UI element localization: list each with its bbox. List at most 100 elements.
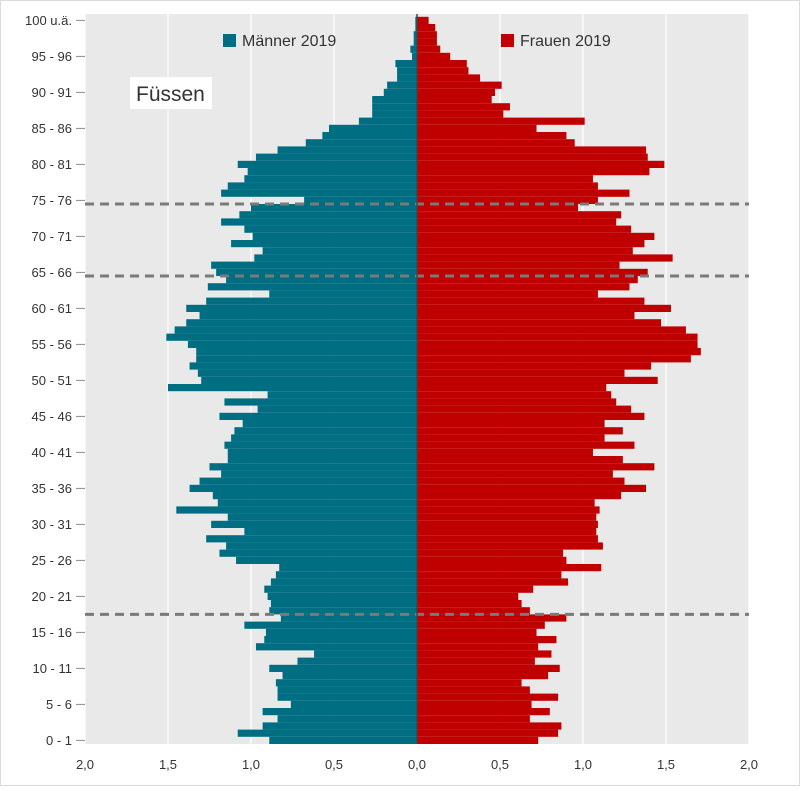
bar-men	[397, 74, 417, 82]
bar-men	[265, 628, 417, 636]
bar-women	[417, 578, 569, 586]
y-tick-label: 25 - 26	[32, 553, 72, 568]
bar-women	[417, 124, 537, 132]
bar-men	[257, 405, 417, 413]
bar-women	[417, 520, 598, 528]
bar-men	[275, 571, 417, 579]
bar-men	[224, 398, 417, 406]
bar-men	[358, 117, 417, 125]
bar-men	[186, 304, 417, 312]
bar-women	[417, 470, 613, 478]
bar-women	[417, 585, 534, 593]
bar-men	[221, 189, 417, 197]
legend-item-women: Frauen 2019	[501, 33, 611, 50]
bar-men	[269, 736, 417, 744]
bar-men	[270, 578, 417, 586]
bar-women	[417, 736, 539, 744]
bar-men	[290, 700, 417, 708]
bar-women	[417, 153, 648, 161]
bar-men	[270, 600, 417, 608]
bar-women	[417, 218, 617, 226]
bar-women	[417, 304, 671, 312]
legend-label-women: Frauen 2019	[520, 33, 611, 50]
bar-women	[417, 513, 597, 521]
bar-women	[417, 247, 633, 255]
bar-women	[417, 326, 686, 334]
bar-women	[417, 643, 539, 651]
bar-men	[197, 369, 417, 377]
place-label-background	[130, 77, 212, 109]
bar-women	[417, 96, 492, 104]
bar-men	[412, 52, 417, 60]
bar-women	[417, 362, 652, 370]
y-tick-label: 85 - 86	[32, 121, 72, 136]
legend: Männer 2019 Frauen 2019	[223, 33, 611, 50]
bar-women	[417, 427, 623, 435]
bar-women	[417, 146, 647, 154]
bar-women	[417, 657, 535, 665]
bar-men	[269, 290, 417, 298]
bar-women	[417, 240, 645, 248]
bar-men	[236, 556, 417, 564]
bar-men	[413, 31, 417, 39]
bar-men	[262, 722, 417, 730]
bar-women	[417, 312, 635, 320]
bar-women	[417, 672, 549, 680]
bar-men	[237, 729, 417, 737]
bar-women	[417, 369, 625, 377]
bar-women	[417, 67, 469, 75]
bar-men	[227, 182, 417, 190]
bar-men	[269, 664, 417, 672]
bar-men	[226, 542, 417, 550]
bar-women	[417, 484, 647, 492]
y-tick-label: 45 - 46	[32, 409, 72, 424]
bar-women	[417, 225, 632, 233]
bar-women	[417, 571, 562, 579]
bar-men	[217, 499, 417, 507]
bar-men	[244, 175, 417, 183]
bar-women	[417, 693, 559, 701]
bar-women	[417, 232, 655, 240]
y-tick-label: 100 u.ä.	[25, 13, 72, 28]
x-tick-label: 2,0	[76, 757, 94, 772]
bar-women	[417, 650, 552, 658]
y-tick-label: 95 - 96	[32, 49, 72, 64]
legend-label-men: Männer 2019	[242, 33, 336, 50]
bar-men	[244, 621, 417, 629]
bar-men	[219, 412, 417, 420]
bar-men	[277, 146, 417, 154]
x-tick-label: 1,5	[657, 757, 675, 772]
bar-women	[417, 182, 598, 190]
bar-women	[417, 628, 537, 636]
bar-women	[417, 276, 638, 284]
bar-men	[231, 434, 417, 442]
x-tick-label: 0,0	[408, 757, 426, 772]
bar-women	[417, 434, 605, 442]
bar-men	[413, 38, 417, 46]
bar-women	[417, 564, 602, 572]
bar-women	[417, 340, 698, 348]
bar-men	[211, 261, 417, 269]
bar-women	[417, 103, 510, 111]
place-label-box: Füssen	[130, 77, 212, 109]
bar-women	[417, 290, 598, 298]
y-tick-label: 80 - 81	[32, 157, 72, 172]
bar-women	[417, 168, 650, 176]
y-tick-label: 35 - 36	[32, 481, 72, 496]
y-tick-label: 30 - 31	[32, 517, 72, 532]
bar-men	[244, 225, 417, 233]
bar-women	[417, 686, 530, 694]
x-tick-label: 1,0	[574, 757, 592, 772]
bar-men	[395, 60, 417, 68]
bar-women	[417, 132, 567, 140]
bar-men	[255, 153, 417, 161]
y-tick-label: 75 - 76	[32, 193, 72, 208]
bar-women	[417, 391, 612, 399]
bar-men	[262, 247, 417, 255]
bar-women	[417, 16, 429, 24]
bar-men	[269, 607, 417, 615]
bar-women	[417, 88, 496, 96]
bar-women	[417, 592, 519, 600]
bar-women	[417, 333, 698, 341]
